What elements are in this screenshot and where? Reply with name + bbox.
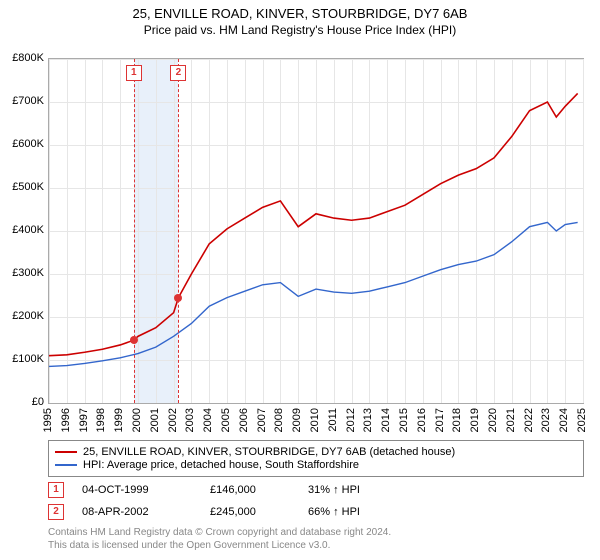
xtick-label: 2016 <box>416 408 428 432</box>
legend-label-hpi: HPI: Average price, detached house, Sout… <box>83 459 359 471</box>
xtick-label: 1998 <box>95 408 107 432</box>
ytick-label: £800K <box>12 52 44 64</box>
sale-dot <box>174 294 182 302</box>
legend-swatch-hpi <box>55 464 77 466</box>
sales-table: 1 04-OCT-1999 £146,000 31% ↑ HPI 2 08-AP… <box>48 482 408 526</box>
sale-row: 1 04-OCT-1999 £146,000 31% ↑ HPI <box>48 482 408 498</box>
ytick-label: £0 <box>32 396 44 408</box>
ytick-label: £700K <box>12 95 44 107</box>
xtick-label: 2024 <box>558 408 570 432</box>
legend: 25, ENVILLE ROAD, KINVER, STOURBRIDGE, D… <box>48 440 584 477</box>
xtick-label: 2013 <box>362 408 374 432</box>
line-layer <box>49 59 583 403</box>
xtick-label: 1999 <box>113 408 125 432</box>
xtick-label: 2012 <box>345 408 357 432</box>
xtick-label: 2009 <box>291 408 303 432</box>
sale-date: 08-APR-2002 <box>82 506 192 518</box>
ytick-label: £200K <box>12 310 44 322</box>
footer-line1: Contains HM Land Registry data © Crown c… <box>48 526 391 539</box>
ytick-label: £600K <box>12 138 44 150</box>
sale-date: 04-OCT-1999 <box>82 484 192 496</box>
xtick-label: 2010 <box>309 408 321 432</box>
legend-label-property: 25, ENVILLE ROAD, KINVER, STOURBRIDGE, D… <box>83 446 455 458</box>
xtick-label: 2006 <box>238 408 250 432</box>
sale-marker-2: 2 <box>48 504 64 520</box>
plot-area: 12 <box>48 58 584 404</box>
xtick-label: 2000 <box>131 408 143 432</box>
sale-marker-1: 1 <box>48 482 64 498</box>
title-block: 25, ENVILLE ROAD, KINVER, STOURBRIDGE, D… <box>0 0 600 37</box>
title-address: 25, ENVILLE ROAD, KINVER, STOURBRIDGE, D… <box>0 6 600 21</box>
xtick-label: 2017 <box>434 408 446 432</box>
xtick-label: 2021 <box>505 408 517 432</box>
xtick-label: 2001 <box>149 408 161 432</box>
series-property <box>49 93 578 355</box>
xtick-label: 2014 <box>380 408 392 432</box>
ytick-label: £100K <box>12 353 44 365</box>
xtick-label: 2002 <box>167 408 179 432</box>
xtick-label: 2025 <box>576 408 588 432</box>
footer-attribution: Contains HM Land Registry data © Crown c… <box>48 526 391 552</box>
footer-line2: This data is licensed under the Open Gov… <box>48 539 391 552</box>
sale-marker-line <box>134 59 135 403</box>
xtick-label: 2011 <box>327 408 339 432</box>
xtick-label: 2018 <box>451 408 463 432</box>
gridline-x <box>583 59 584 403</box>
xtick-label: 1997 <box>78 408 90 432</box>
ytick-label: £500K <box>12 181 44 193</box>
xtick-label: 2015 <box>398 408 410 432</box>
xtick-label: 2007 <box>256 408 268 432</box>
xtick-label: 2023 <box>540 408 552 432</box>
xtick-label: 2020 <box>487 408 499 432</box>
sale-marker-box: 2 <box>170 65 186 81</box>
xtick-label: 2003 <box>184 408 196 432</box>
sale-price: £146,000 <box>210 484 290 496</box>
sale-pct: 31% ↑ HPI <box>308 484 408 496</box>
sale-pct: 66% ↑ HPI <box>308 506 408 518</box>
legend-item-property: 25, ENVILLE ROAD, KINVER, STOURBRIDGE, D… <box>55 446 577 458</box>
title-subtitle: Price paid vs. HM Land Registry's House … <box>0 23 600 37</box>
xtick-label: 2004 <box>202 408 214 432</box>
xtick-label: 2008 <box>273 408 285 432</box>
ytick-label: £300K <box>12 267 44 279</box>
xtick-label: 2019 <box>469 408 481 432</box>
ytick-label: £400K <box>12 224 44 236</box>
xtick-label: 1996 <box>60 408 72 432</box>
sale-row: 2 08-APR-2002 £245,000 66% ↑ HPI <box>48 504 408 520</box>
xtick-label: 2022 <box>523 408 535 432</box>
sale-marker-box: 1 <box>126 65 142 81</box>
sale-marker-line <box>178 59 179 403</box>
xtick-label: 1995 <box>42 408 54 432</box>
sale-dot <box>130 336 138 344</box>
xtick-label: 2005 <box>220 408 232 432</box>
series-hpi <box>49 222 578 366</box>
legend-item-hpi: HPI: Average price, detached house, Sout… <box>55 459 577 471</box>
sale-price: £245,000 <box>210 506 290 518</box>
legend-swatch-property <box>55 451 77 453</box>
chart-container: 25, ENVILLE ROAD, KINVER, STOURBRIDGE, D… <box>0 0 600 560</box>
